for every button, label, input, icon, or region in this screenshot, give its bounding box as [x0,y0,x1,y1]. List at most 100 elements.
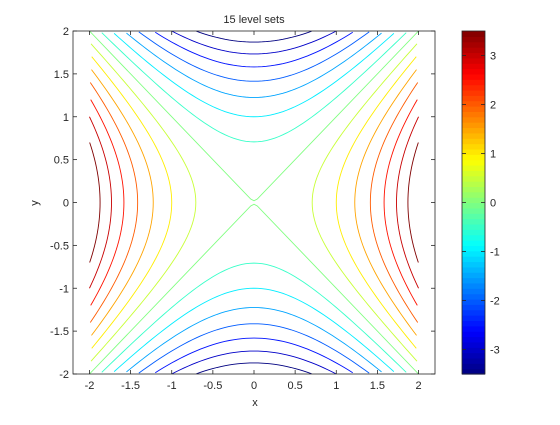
contour-line [354,69,417,336]
colorbar-segment [462,89,485,96]
colorbar-segment [462,181,485,188]
y-tick-label: -2 [59,369,69,381]
colorbar-segment [462,266,485,273]
contour-line [89,142,101,263]
colorbar-segment [462,331,485,338]
colorbar-segment [462,304,485,311]
colorbar-segment [462,116,485,123]
colorbar-segment [462,191,485,198]
y-tick-label: -1.5 [50,326,69,338]
colorbar-segment [462,148,485,155]
y-tick-label: -0.5 [50,240,69,252]
colorbar-segment [462,143,485,150]
colorbar-segment [462,68,485,75]
y-tick-label: 2 [63,26,69,38]
colorbar-tick-label: 2 [490,100,496,112]
colorbar-segment [462,218,485,225]
colorbar: -3 -2 -1 0 1 2 3 [461,30,500,375]
colorbar-segment [462,197,485,204]
contour-line [89,203,419,374]
colorbar-segment [462,272,485,279]
colorbar-segment [462,170,485,177]
x-tick-label: 1 [333,380,339,392]
colorbar-segment [462,106,485,112]
colorbar-segment [462,57,485,64]
contour-line [369,82,419,323]
y-tick-label: 0 [63,198,69,210]
colorbar-segment [462,154,485,161]
contour-line [196,362,312,374]
colorbar-segment [462,336,485,343]
contour-line [113,287,395,372]
colorbar-segment [462,315,485,322]
colorbar-segment [462,282,485,289]
colorbar-segment [462,320,485,327]
contour-line [396,116,419,289]
colorbar-tick-label: 3 [490,51,496,63]
colorbar-segment [462,240,485,246]
colorbar-segment [462,159,485,166]
contour-line [101,262,407,373]
colorbar-segment [462,122,485,129]
contour-line [89,31,419,202]
contour-line [383,99,418,306]
y-tick-label: -1 [59,283,69,295]
colorbar-segment [462,127,485,134]
y-axis-ticks: -2 -1.5 -1 -0.5 0 0.5 1 1.5 2 [50,26,435,381]
colorbar-segment [462,73,485,80]
colorbar-segment [462,352,485,359]
colorbar-segment [462,277,485,284]
contour-line [335,56,417,349]
colorbar-tick-label: -2 [490,296,500,308]
contour-line [407,142,419,263]
x-axis-label: x [252,397,258,409]
contour-line [89,116,112,289]
contour-line [101,32,407,143]
colorbar-segment [462,164,485,171]
colorbar-tick-label: 0 [490,198,496,210]
chart-title: 15 level sets [223,14,285,26]
colorbar-segment [462,288,485,295]
x-tick-label: -2 [85,380,95,392]
x-tick-label: -0.5 [203,380,222,392]
colorbar-segment [462,256,485,263]
colorbar-segment [462,79,485,86]
colorbar-segment [462,234,485,241]
colorbar-segment [462,95,485,102]
x-tick-label: -1.5 [121,380,140,392]
contour-line [90,43,197,362]
colorbar-segment [462,261,485,268]
contour-line [91,69,154,336]
colorbar-segment [462,36,485,43]
colorbar-segment [462,229,485,236]
colorbar-segment [462,293,485,300]
contour-line [91,56,173,349]
colorbar-segment [462,245,485,252]
contour-line [155,31,353,68]
y-tick-label: 0.5 [54,155,69,167]
contour-line [126,307,382,373]
colorbar-segment [462,357,485,364]
colorbar-segment [462,223,485,230]
x-tick-label: 0.5 [287,380,302,392]
contour-line [89,82,139,323]
colorbar-segment [462,47,485,54]
colorbar-segment [462,309,485,316]
colorbar-segment [462,347,485,354]
x-axis-ticks: -2 -1.5 -1 -0.5 0 0.5 1 1.5 2 [85,31,422,392]
colorbar-segment [462,138,485,145]
colorbar-segment [462,325,485,332]
colorbar-segment [462,100,485,107]
y-axis-label: y [29,200,41,206]
colorbar-tick-label: 1 [490,149,496,161]
colorbar-segment [462,41,485,48]
colorbar-segment [462,368,485,375]
contour-line [138,323,370,374]
colorbar-segment [462,175,485,182]
contour-line [311,43,418,362]
contour-line [171,31,337,55]
contour-line [113,33,395,118]
y-tick-label: 1.5 [54,69,69,81]
x-tick-label: 0 [251,380,257,392]
